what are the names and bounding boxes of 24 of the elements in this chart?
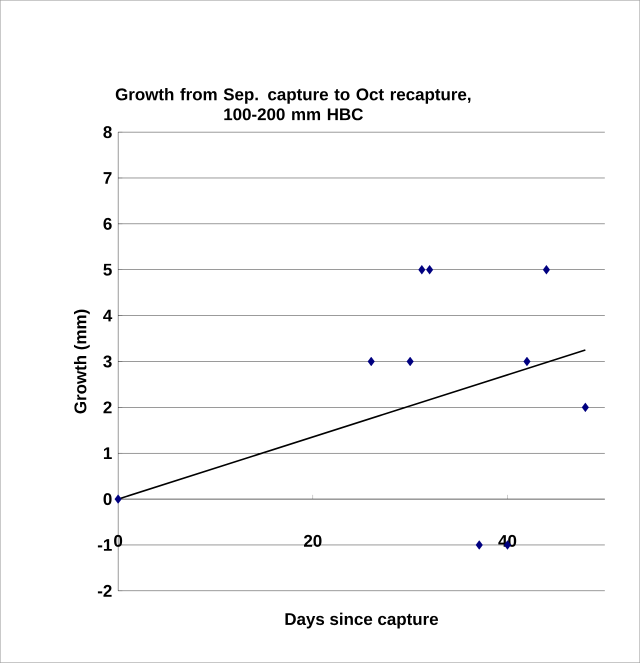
point <box>114 494 122 504</box>
chart-title: Growth from Sep. capture to Oct recapture, 100-200 mm HBC <box>116 88 470 120</box>
y-tick-label: -1 <box>98 539 112 551</box>
point <box>523 356 531 366</box>
point <box>582 402 589 412</box>
y-axis-title: Growth (mm) <box>74 310 90 414</box>
y-tick-label: 2 <box>103 401 112 414</box>
y-tick-label: 7 <box>104 172 112 184</box>
y-tick-label: 8 <box>103 126 112 138</box>
point <box>406 356 414 366</box>
point <box>476 540 483 550</box>
x-axis-title: Days since capture <box>285 612 438 628</box>
y-tick-label: 0 <box>104 493 112 506</box>
y-tick-label: 4 <box>103 310 112 322</box>
y-tick-label: 1 <box>104 447 112 460</box>
point <box>542 265 550 274</box>
point <box>418 265 426 274</box>
point <box>426 265 434 274</box>
y-tick-label: 5 <box>103 264 112 276</box>
y-tick-label: 6 <box>103 218 112 230</box>
x-tick-label: 20 <box>304 534 322 547</box>
y-tick-label: 3 <box>103 355 112 368</box>
y-tick-label: -2 <box>98 584 112 597</box>
point <box>368 356 375 366</box>
